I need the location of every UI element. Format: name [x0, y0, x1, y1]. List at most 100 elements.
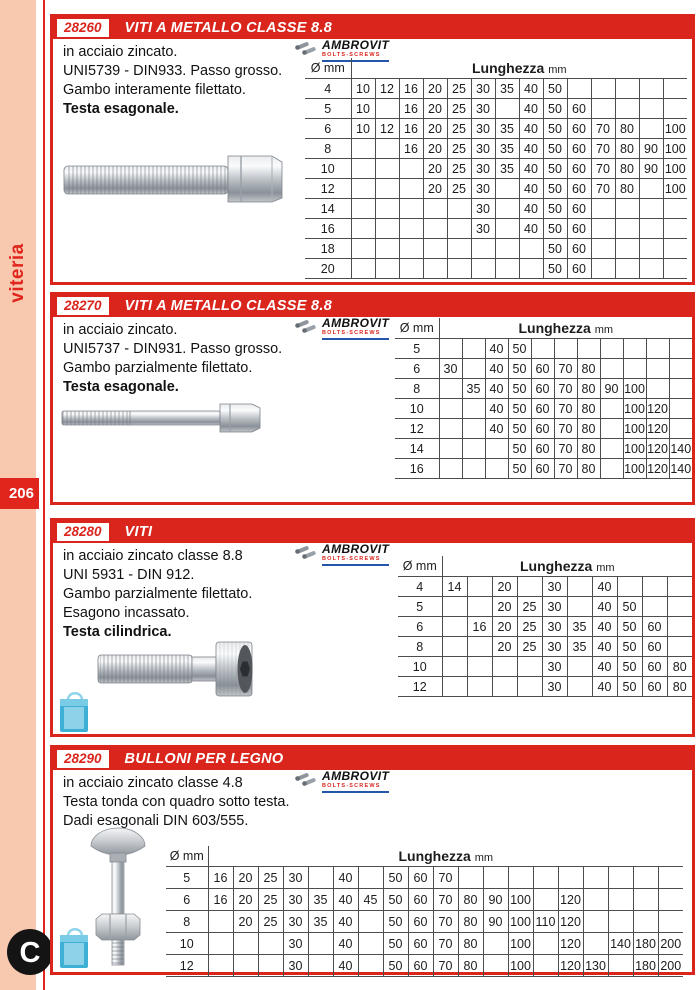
length-cell: 100 [507, 954, 534, 977]
length-cell [532, 866, 559, 889]
length-cell: 120 [557, 954, 584, 977]
length-cell [446, 198, 472, 219]
diameter-cell: 12 [398, 676, 443, 697]
table-row: 5 20 25 30 40 50 [398, 596, 692, 617]
length-cell: 30 [541, 636, 568, 657]
description-line: Gambo parzialmente filettato. [63, 360, 253, 376]
length-cell: 60 [566, 118, 592, 139]
length-cell: 60 [641, 676, 668, 697]
section-title: VITI [124, 524, 153, 540]
length-cell: 20 [491, 616, 518, 637]
length-table: Ø mm Lunghezza mm 4 14 20 30 40 5 20 25 30 40 50 6 16 2… [398, 556, 692, 697]
length-cell [614, 238, 640, 259]
length-cell [307, 932, 334, 955]
length-cell [662, 238, 687, 259]
length-cell: 50 [507, 338, 532, 359]
length-cell: 16 [207, 888, 234, 911]
table-row: 20 50 60 [305, 258, 687, 279]
length-cell: 80 [614, 118, 640, 139]
length-cell [374, 218, 400, 239]
product-description: in acciaio zincato classe 4.8 Testa tonda… [63, 774, 290, 831]
diameter-cell: 8 [166, 910, 209, 933]
length-cell [641, 576, 668, 597]
length-cell [494, 98, 520, 119]
length-cell: 50 [542, 178, 568, 199]
length-cell: 40 [591, 636, 618, 657]
length-cell: 70 [553, 398, 578, 419]
length-cell [666, 636, 692, 657]
length-cell: 100 [622, 418, 647, 439]
length-cell [374, 178, 400, 199]
length-cell [398, 178, 424, 199]
length-cell [374, 138, 400, 159]
length-cell [645, 338, 670, 359]
diameter-cell: 5 [166, 866, 209, 889]
length-cell [374, 158, 400, 179]
table-row: 18 50 60 [305, 238, 687, 259]
carriage-bolt-image [90, 827, 146, 966]
length-cell [461, 438, 486, 459]
length-cell: 40 [484, 398, 509, 419]
length-table: Ø mm Lunghezza mm 5 40 50 6 30 40 50 60 70 80 8 35 40 5… [395, 318, 692, 479]
table-row: 10 40 50 60 70 80 100 120 [395, 398, 692, 419]
length-cell: 70 [553, 418, 578, 439]
length-cell: 40 [591, 576, 618, 597]
length-cell: 40 [591, 656, 618, 677]
product-code: 28290 [57, 750, 109, 768]
length-cell: 16 [207, 866, 234, 889]
length-cell: 25 [446, 118, 472, 139]
length-cell: 100 [622, 398, 647, 419]
length-cell: 140 [607, 932, 634, 955]
length-cell: 35 [566, 616, 593, 637]
length-cell: 100 [622, 458, 647, 479]
length-cell: 60 [530, 458, 555, 479]
hex-bolt-partial-thread-image [61, 403, 261, 433]
length-cell [494, 238, 520, 259]
length-cell: 50 [382, 932, 409, 955]
length-cell [666, 596, 692, 617]
length-cell [566, 676, 593, 697]
length-cell: 140 [668, 458, 692, 479]
length-cell: 25 [516, 596, 543, 617]
length-cell [470, 258, 496, 279]
length-cell [516, 576, 543, 597]
table-header-row: Ø mm Lunghezza mm [395, 318, 692, 339]
length-cell: 10 [350, 118, 376, 139]
length-cell [638, 198, 664, 219]
product-code: 28260 [57, 19, 109, 37]
description-emphasis: Testa cilindrica. [63, 624, 172, 640]
length-header: Lunghezza mm [350, 58, 687, 79]
table-header-row: Ø mm Lunghezza mm [398, 556, 692, 577]
description-line: in acciaio zincato. [63, 322, 178, 338]
length-cell [494, 178, 520, 199]
length-cell [374, 258, 400, 279]
length-cell: 120 [645, 398, 670, 419]
length-cell: 60 [530, 358, 555, 379]
length-cell [668, 378, 692, 399]
length-cell: 60 [407, 932, 434, 955]
brand-logo: AMBROVIT BOLTS-SCREWS [295, 317, 390, 340]
length-cell [657, 888, 683, 911]
length-cell: 60 [566, 198, 592, 219]
length-cell: 40 [484, 378, 509, 399]
length-cell [668, 418, 692, 439]
length-cell [668, 338, 692, 359]
length-cell [638, 218, 664, 239]
length-cell: 100 [662, 138, 687, 159]
length-cell: 25 [257, 866, 284, 889]
length-cell [398, 158, 424, 179]
length-cell [590, 218, 616, 239]
length-cell [461, 398, 486, 419]
length-cell [666, 616, 692, 637]
length-cell: 40 [591, 596, 618, 617]
length-cell: 90 [638, 138, 664, 159]
length-cell: 100 [662, 158, 687, 179]
table-row: 10 20 25 30 35 40 50 60 70 80 90 100 [305, 158, 687, 179]
length-cell [566, 576, 593, 597]
length-cell [518, 258, 544, 279]
length-cell: 50 [542, 118, 568, 139]
length-cell [590, 98, 616, 119]
length-cell: 20 [422, 158, 448, 179]
length-cell: 70 [432, 910, 459, 933]
table-row: 12 40 50 60 70 80 100 120 [395, 418, 692, 439]
